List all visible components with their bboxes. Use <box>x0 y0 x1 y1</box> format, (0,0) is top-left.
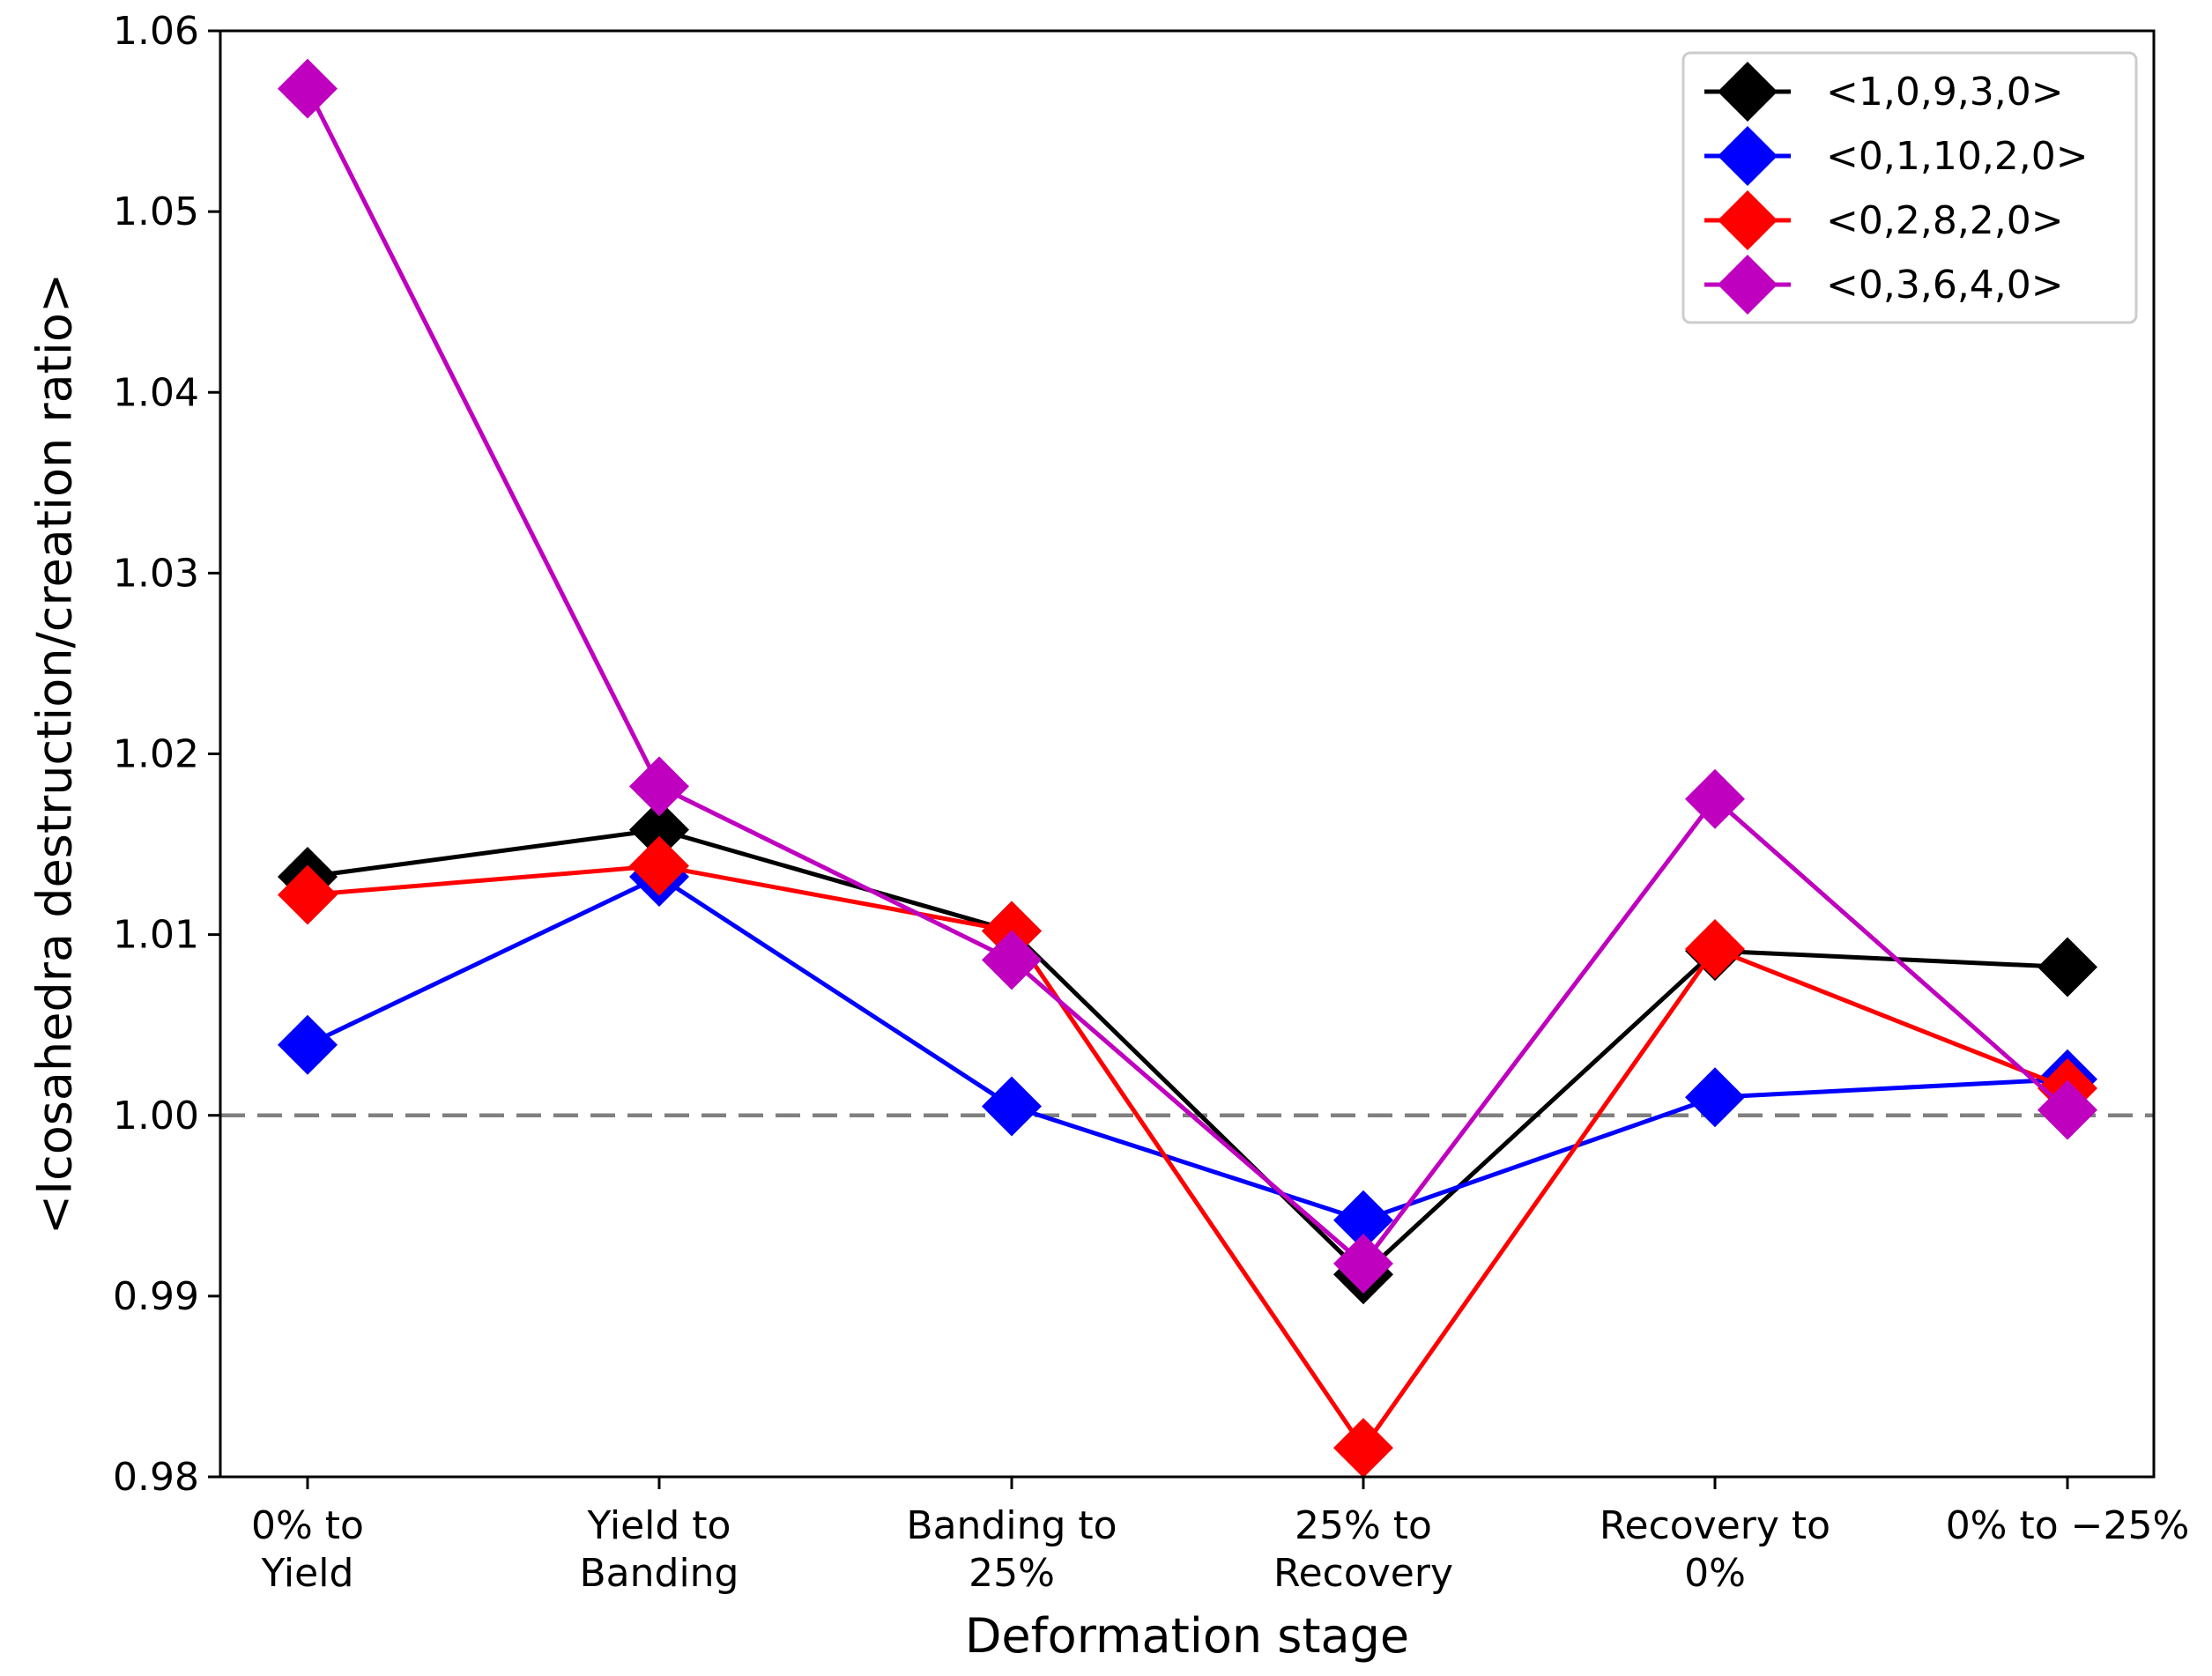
y-tick-label-7: 1.05 <box>113 189 199 234</box>
series-3-point-4 <box>1685 768 1745 829</box>
x-tick-label-3-1: Recovery <box>1273 1551 1453 1596</box>
legend-label-0: <1,0,9,3,0> <box>1826 70 2064 115</box>
series-0-point-1 <box>629 799 689 860</box>
y-tick-label-0: 0.98 <box>113 1455 199 1500</box>
x-axis-title: Deformation stage <box>965 1608 1409 1664</box>
series-2-point-3 <box>1333 1418 1393 1479</box>
series-1-line <box>306 874 2068 1223</box>
x-tick-label-0-1: Yield <box>261 1551 354 1596</box>
series-0-line <box>307 827 2068 1277</box>
legend-marker-0 <box>1718 62 1778 122</box>
series-group <box>278 58 2097 1479</box>
y-tick-label-3: 1.01 <box>113 913 199 958</box>
y-axis-title: <Icosahedra destruction/creation ratio> <box>27 273 83 1235</box>
y-tick-label-6: 1.04 <box>113 370 199 415</box>
x-tick-label-4-0: Recovery to <box>1600 1503 1830 1548</box>
series-3 <box>278 58 2097 1294</box>
axis-ticks: 0.98 0.99 1.00 1.01 1.02 1.03 1.04 1.05 1.06 0% t… <box>113 9 2189 1596</box>
y-tick-label-5: 1.03 <box>113 551 199 596</box>
x-tick-label-0-0: 0% to <box>251 1503 364 1548</box>
x-tick-label-5-0: 0% to −25% <box>1946 1503 2190 1548</box>
series-3-point-5 <box>2038 1079 2097 1140</box>
series-3-point-0 <box>278 58 338 119</box>
x-tick-label-1-1: Banding <box>579 1551 739 1596</box>
series-2-line <box>307 864 2068 1450</box>
series-2-point-0 <box>278 864 338 925</box>
legend-marker-3 <box>1718 255 1778 315</box>
series-1-point-0 <box>278 1014 338 1075</box>
legend-box <box>1681 51 2138 324</box>
legend-label-3: <0,3,6,4,0> <box>1826 263 2064 308</box>
x-tick-label-3-0: 25% to <box>1295 1503 1432 1548</box>
x-tick-label-4-1: 0% <box>1684 1551 1746 1596</box>
series-3-point-3 <box>1333 1233 1393 1294</box>
series-3-point-2 <box>982 930 1042 990</box>
legend-label-2: <0,2,8,2,0> <box>1826 198 2064 243</box>
x-tick-label-1-0: Yield to <box>587 1503 731 1548</box>
series-1-point-2 <box>982 1076 1042 1137</box>
series-0-point-5 <box>2038 937 2097 997</box>
x-tick-label-2-1: 25% <box>969 1551 1055 1596</box>
series-2-point-4 <box>1685 919 1745 980</box>
series-3-point-1 <box>629 756 689 817</box>
plot-frame <box>219 29 2156 1479</box>
x-tick-label-2-0: Banding to <box>906 1503 1117 1548</box>
series-1-point-4 <box>1685 1067 1745 1128</box>
y-tick-label-8: 1.06 <box>113 9 199 54</box>
series-2-point-1 <box>629 835 689 896</box>
legend: <1,0,9,3,0> <0,1,10,2,0> <0,2,8,2,0> <0,3,6… <box>1681 51 2138 324</box>
legend-marker-2 <box>1718 190 1778 250</box>
series-1-point-3 <box>1333 1190 1393 1250</box>
legend-marker-1 <box>1718 126 1778 186</box>
y-tick-label-1: 0.99 <box>113 1274 199 1319</box>
y-tick-label-2: 1.00 <box>113 1094 199 1138</box>
series-3-line <box>305 87 2069 1266</box>
y-tick-label-4: 1.02 <box>113 732 199 777</box>
legend-label-1: <0,1,10,2,0> <box>1826 134 2089 179</box>
